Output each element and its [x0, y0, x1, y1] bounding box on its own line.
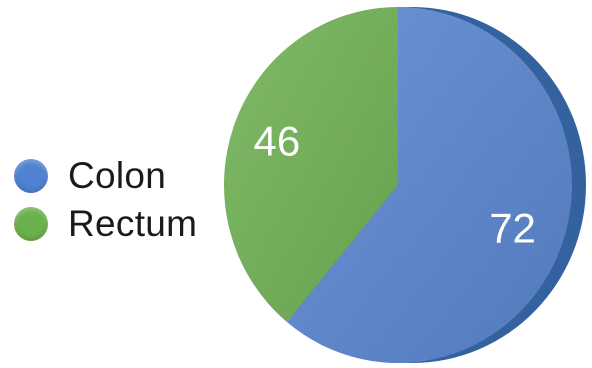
legend-label-colon: Colon — [68, 155, 167, 196]
chart-legend: Colon Rectum — [14, 152, 197, 248]
pie-slice-shading-rectum — [224, 7, 398, 323]
data-label-colon: 72 — [489, 204, 536, 251]
data-label-rectum: 46 — [254, 117, 301, 164]
legend-item-rectum: Rectum — [14, 200, 197, 248]
legend-swatch-colon — [14, 159, 48, 193]
legend-label-rectum: Rectum — [68, 203, 198, 244]
legend-swatch-rectum — [14, 207, 48, 241]
pie-slice-shading-colon — [286, 7, 573, 363]
legend-item-colon: Colon — [14, 152, 197, 200]
